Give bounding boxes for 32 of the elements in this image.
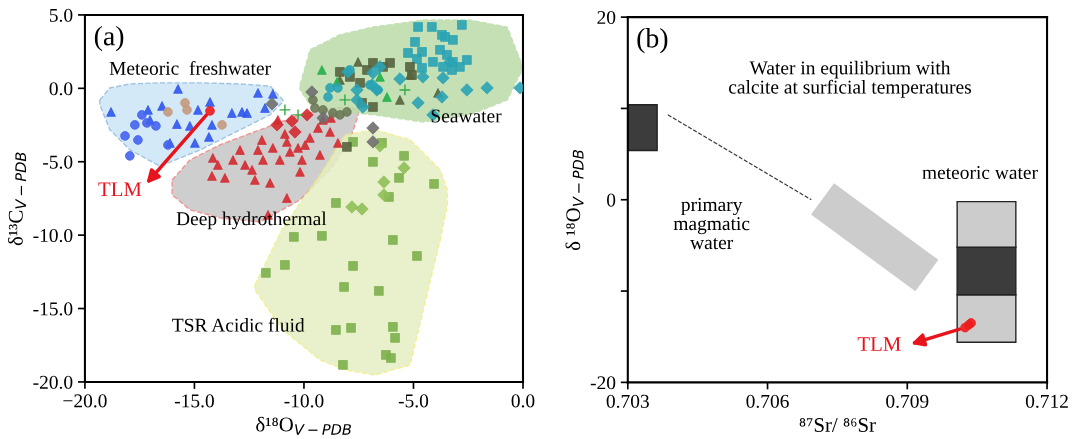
x-tick-label: -5.0 [398,394,429,408]
y-tick-label: -20.0 [33,375,73,389]
y-tick-label: 0 [607,193,616,207]
y-tick-label: 5.0 [49,8,73,22]
y-tick-label: -20 [590,376,616,390]
y-tick-label: 0.0 [49,82,73,96]
x-tick-label: 0.0 [511,394,535,408]
y-tick-label: -15.0 [33,302,73,316]
x-tick-label: 0.706 [746,394,789,408]
annotation: primary magmatic water [673,198,750,250]
x-axis-title: ⁸⁷Sr/ ⁸⁶Sr [799,418,876,433]
y-tick-label: -10.0 [33,228,73,243]
y-axis-title: δ ¹⁸O$_{V−PDB}$ [565,150,584,251]
x-tick-label: 0.709 [886,394,929,408]
annotation: Water in equilibrium with calcite at surficial temperatures [729,60,972,98]
y-axis-title: δ¹³C$_{V−PDB}$ [8,152,27,246]
annotation: TLM [857,337,901,351]
annotation: (a) [94,25,124,52]
x-tick-label: −20.0 [63,394,107,408]
annotation: TSR Acidic fluid [172,317,305,332]
annotation: Meteoric freshwater [109,60,271,75]
annotation: TLM [98,182,142,197]
x-axis-title: δ¹⁸O$_{V−PDB}$ [256,416,351,435]
x-tick-label: 0.703 [606,394,649,408]
annotation: (b) [637,28,668,54]
x-tick-label: 0.712 [1025,394,1068,408]
x-tick-label: -15.0 [174,394,214,408]
x-tick-label: -10.0 [284,394,324,408]
y-tick-label: -5.0 [43,155,73,169]
annotation: Deep hydrothermal [176,211,327,230]
y-tick-label: 20 [597,10,616,25]
annotation: meteoric water [922,165,1038,180]
